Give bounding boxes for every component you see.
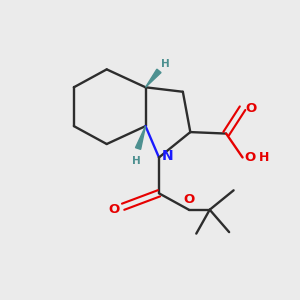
Text: H: H bbox=[132, 156, 141, 166]
Text: O: O bbox=[108, 203, 119, 216]
Text: O: O bbox=[245, 102, 256, 115]
Text: O: O bbox=[244, 151, 256, 164]
Polygon shape bbox=[136, 126, 146, 149]
Text: N: N bbox=[161, 149, 173, 163]
Text: H: H bbox=[259, 151, 269, 164]
Polygon shape bbox=[146, 69, 161, 87]
Text: H: H bbox=[161, 59, 170, 69]
Text: O: O bbox=[183, 193, 194, 206]
